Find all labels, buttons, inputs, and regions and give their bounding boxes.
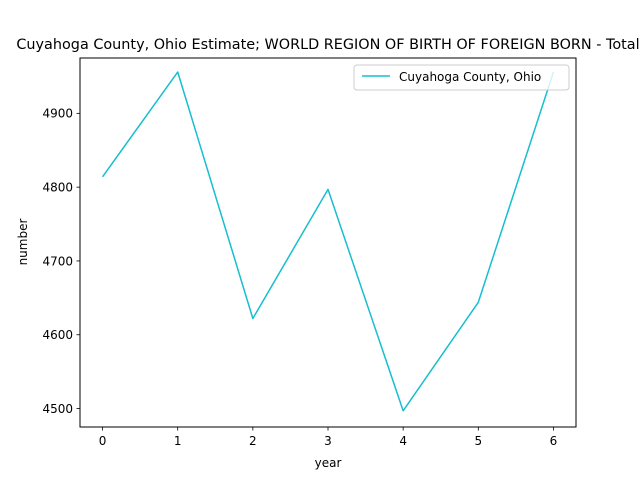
x-tick-label: 3 — [324, 434, 332, 448]
legend-box — [353, 64, 570, 91]
series-layer — [101, 71, 555, 412]
y-tick-label: 4700 — [42, 254, 73, 268]
legend: Cuyahoga County, Ohio — [353, 64, 570, 91]
y-tick-label: 4900 — [42, 107, 73, 121]
y-axis-label: number — [16, 219, 30, 266]
y-axis-ticks: 4500 4600 4700 4800 4900 — [42, 107, 80, 416]
y-tick-label: 4500 — [42, 402, 73, 416]
x-tick-label: 2 — [249, 434, 257, 448]
x-axis-ticks: 0 1 2 3 4 5 6 — [99, 427, 558, 448]
legend-label: Cuyahoga County, Ohio — [399, 70, 541, 84]
x-tick-label: 5 — [474, 434, 482, 448]
plot-area — [79, 57, 577, 428]
x-tick-label: 0 — [99, 434, 107, 448]
y-tick-label: 4800 — [42, 180, 73, 194]
x-axis-label: year — [315, 456, 342, 470]
x-tick-label: 4 — [399, 434, 407, 448]
y-tick-label: 4600 — [42, 328, 73, 342]
x-tick-label: 1 — [174, 434, 182, 448]
chart-title: Cuyahoga County, Ohio Estimate; WORLD RE… — [16, 37, 639, 53]
x-tick-label: 6 — [550, 434, 558, 448]
axes-background — [80, 58, 576, 427]
